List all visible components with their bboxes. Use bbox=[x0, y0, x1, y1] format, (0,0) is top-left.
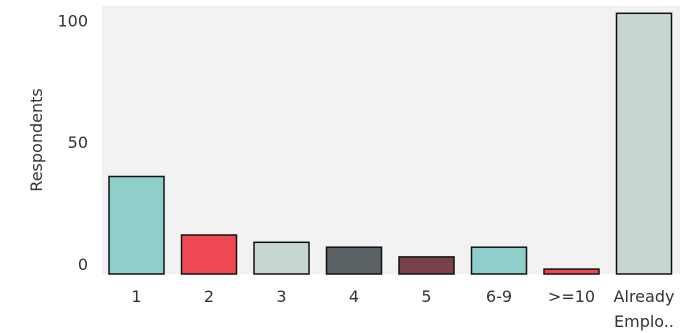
bar-3 bbox=[253, 241, 310, 275]
x-tick-label: 6-9 bbox=[486, 287, 512, 306]
bars bbox=[108, 12, 673, 275]
x-axis-ticks: 1 2 3 4 5 6-9 >=10 Already Emplo.. bbox=[131, 287, 674, 331]
y-tick-label: 0 bbox=[78, 255, 88, 274]
plot-area bbox=[102, 6, 680, 274]
y-axis-label: Respondents bbox=[27, 88, 46, 191]
x-tick-label: 4 bbox=[349, 287, 359, 306]
x-tick-label: >=10 bbox=[548, 287, 595, 306]
bar-2 bbox=[180, 234, 238, 275]
x-tick-label: 5 bbox=[421, 287, 431, 306]
y-axis-ticks: 0 50 100 bbox=[57, 11, 88, 274]
bar-already-emplo bbox=[615, 12, 673, 275]
x-tick-label: 1 bbox=[131, 287, 141, 306]
x-tick-label: Already Emplo.. bbox=[614, 287, 675, 331]
y-tick-label: 50 bbox=[68, 133, 88, 152]
bar-4 bbox=[325, 246, 383, 275]
y-tick-label: 100 bbox=[57, 11, 88, 30]
bar-6-9 bbox=[470, 246, 528, 275]
bar-10 bbox=[543, 268, 600, 275]
x-tick-label: 3 bbox=[276, 287, 286, 306]
bar-1 bbox=[108, 175, 165, 275]
x-tick-label: 2 bbox=[204, 287, 214, 306]
bar-5 bbox=[398, 256, 455, 275]
